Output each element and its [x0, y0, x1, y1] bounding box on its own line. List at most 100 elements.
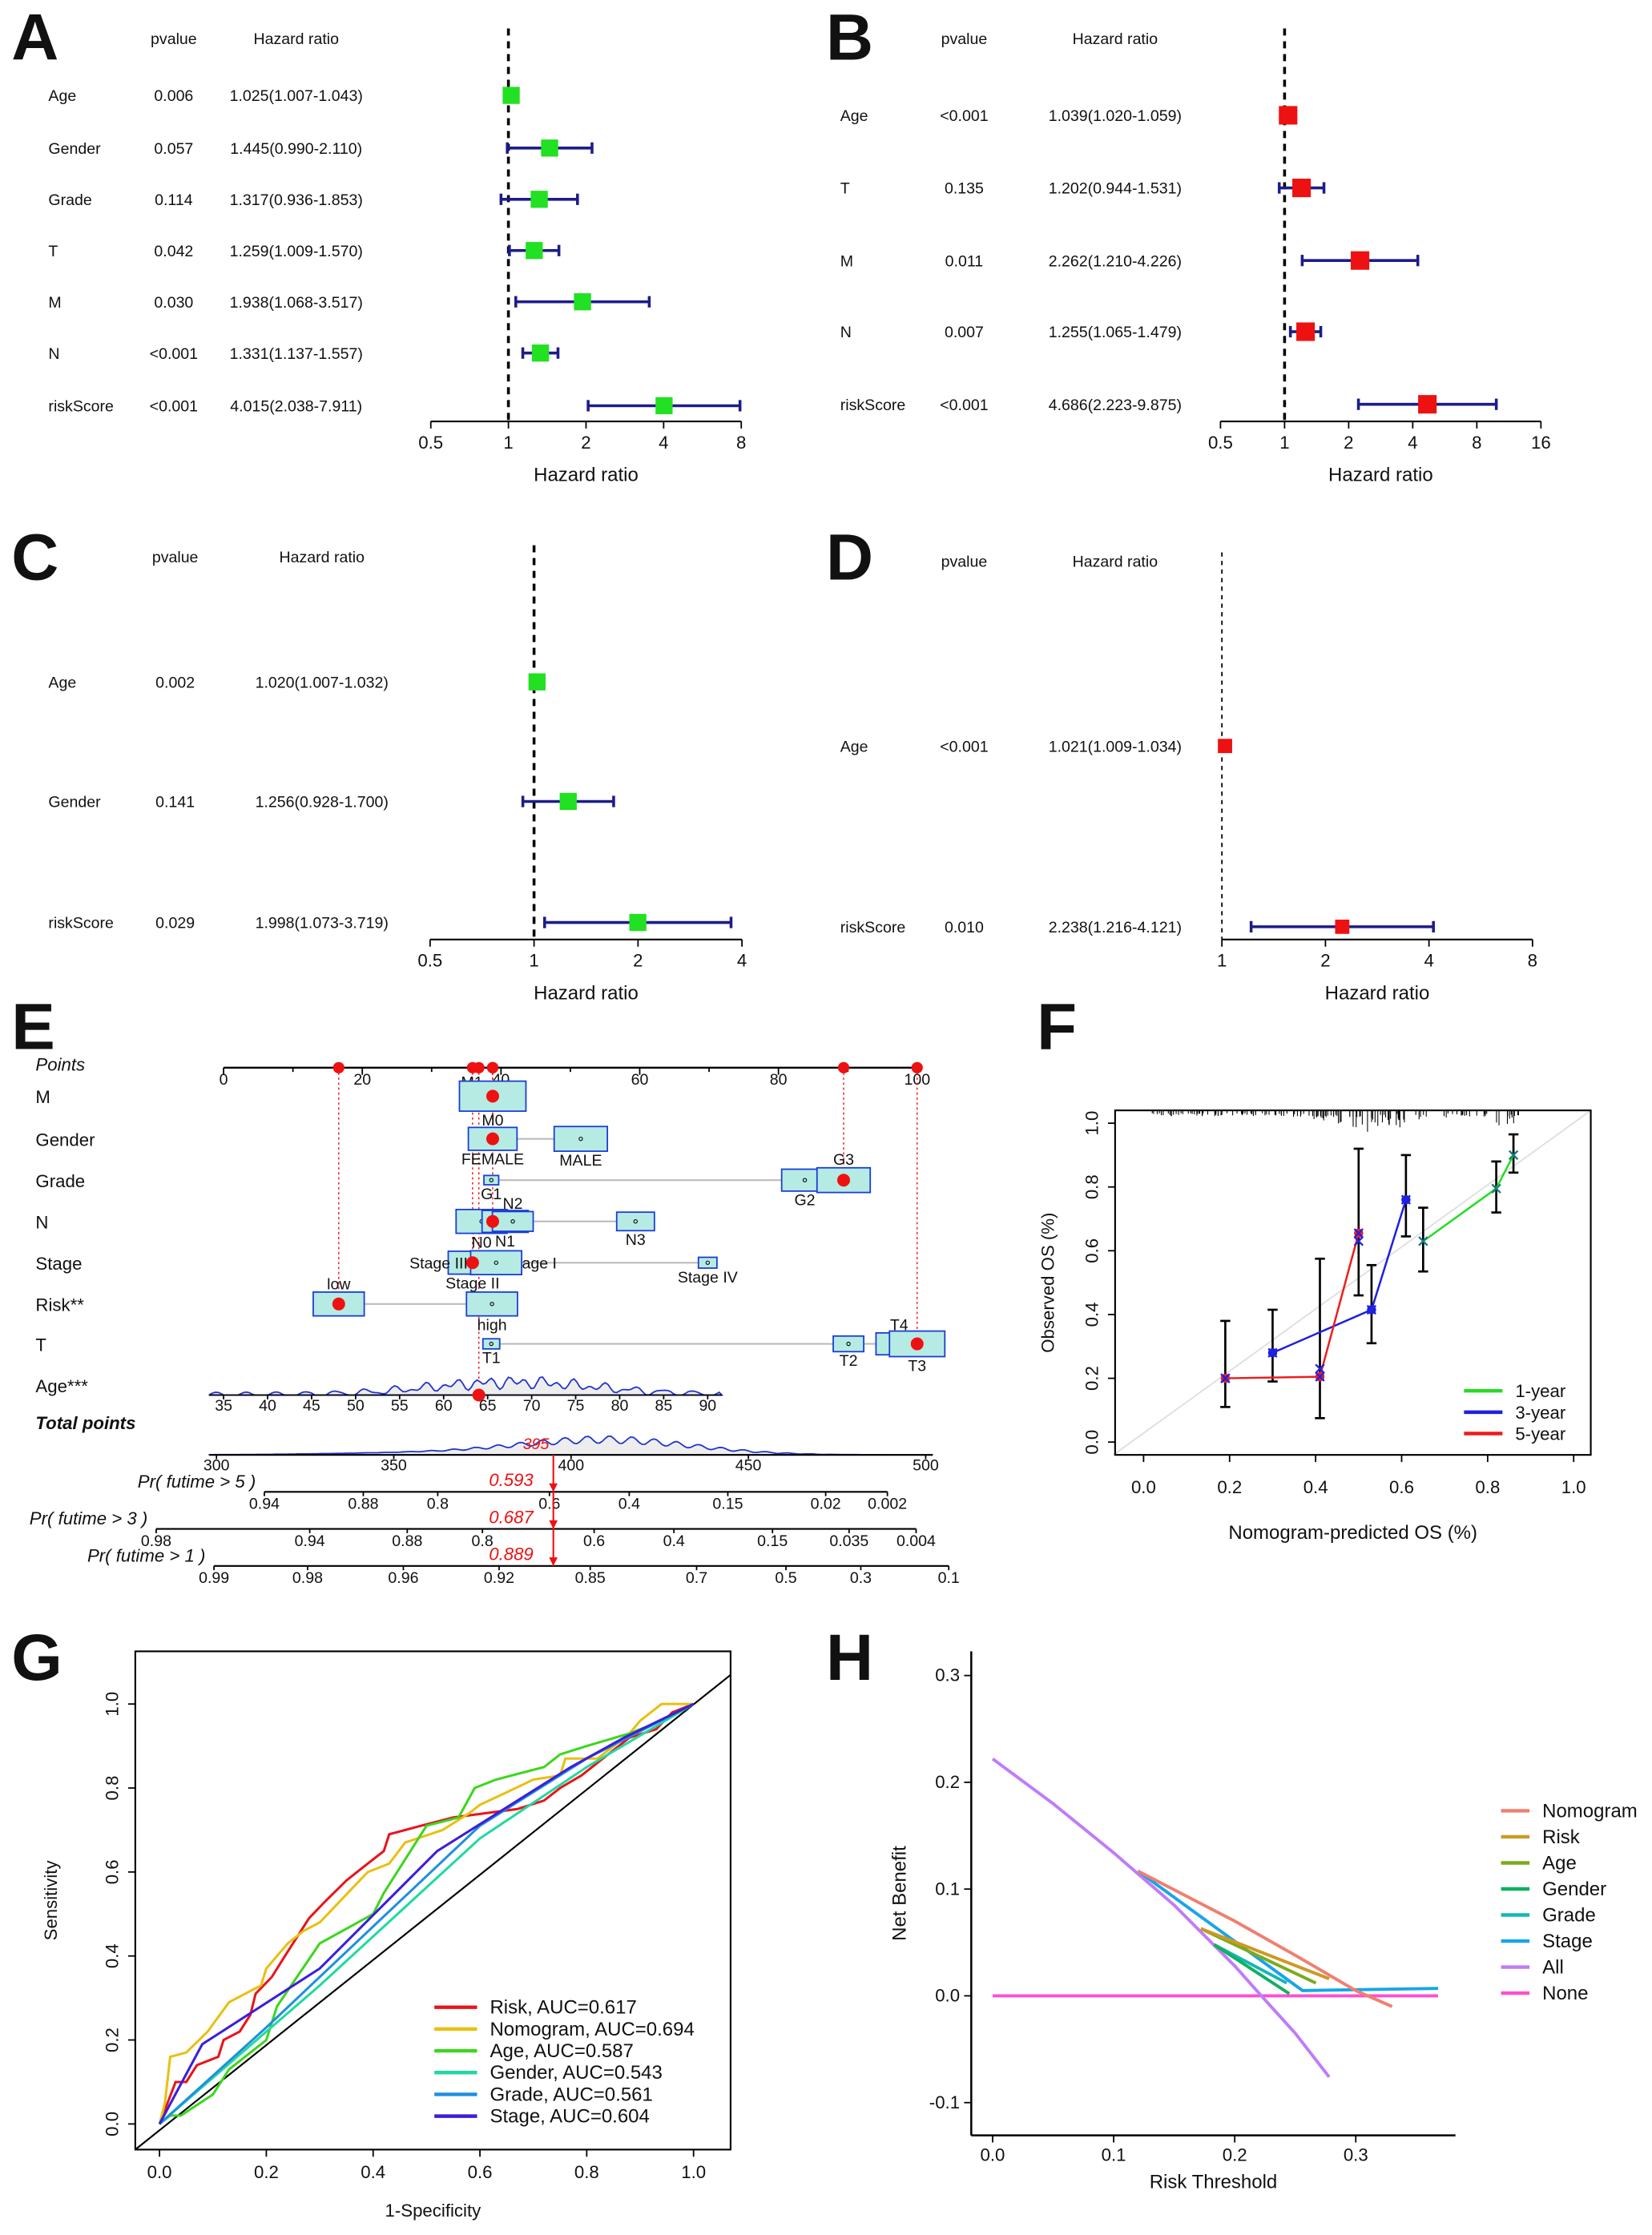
panel-label-d: D: [826, 521, 873, 594]
error-bar: [1418, 1206, 1428, 1273]
forest-plot-d: pvalue Hazard ratio Age <0.001 1.021(1.009-1…: [840, 552, 1537, 1005]
level-box: [816, 1166, 872, 1194]
y-tick-label: 0.0: [1082, 1430, 1102, 1455]
row-hazard-ratio: 1.256(0.928-1.700): [256, 794, 389, 811]
x-tick-label: 0.8: [574, 2162, 599, 2182]
x-tick-label: 2: [1320, 951, 1330, 971]
row-pvalue: <0.001: [940, 397, 988, 414]
probability-axis-label: Pr( futime > 5 ): [138, 1472, 256, 1492]
forest-row: T 0.042 1.259(1.009-1.570): [48, 242, 561, 260]
selected-value-dot: [332, 1297, 345, 1311]
y-tick-label: 0.2: [1082, 1366, 1102, 1391]
error-bar: [1366, 1263, 1377, 1345]
panel-label-g: G: [11, 1621, 62, 1694]
level-center: [846, 1341, 851, 1347]
legend-label: Stage: [1542, 1931, 1593, 1952]
age-tick-label: 60: [435, 1397, 453, 1415]
points-axis-marker: [332, 1061, 345, 1073]
row-hazard-ratio: 4.015(2.038-7.911): [230, 398, 362, 416]
legend-label: Grade: [1542, 1905, 1596, 1927]
level-box: [481, 1338, 501, 1350]
x-tick-label: 2: [581, 433, 590, 453]
y-tick-label: 0.1: [935, 1879, 960, 1899]
x-tick-label: 0.0: [1131, 1477, 1156, 1497]
forest-row: N 0.007 1.255(1.065-1.479): [840, 322, 1323, 341]
legend-item: Gender, AUC=0.543: [434, 2062, 663, 2084]
legend-label: Stage, AUC=0.604: [490, 2106, 649, 2128]
row-label: M: [840, 252, 853, 270]
total-points-label: Total points: [35, 1413, 135, 1433]
x-tick-label: 0.3: [1344, 2145, 1368, 2165]
level-box: [491, 1210, 534, 1232]
x-axis-title: Hazard ratio: [534, 983, 639, 1005]
x-tick-label: 4: [737, 951, 747, 971]
row-label: riskScore: [48, 398, 113, 416]
probability-tick-label: 0.8: [472, 1532, 494, 1550]
total-points-row: Total points 300 350 400 450 500 395: [35, 1413, 938, 1475]
points-tick-label: 60: [631, 1071, 649, 1089]
legend-label: All: [1542, 1957, 1564, 1979]
variable-label: M: [35, 1087, 50, 1107]
legend-item: Nomogram, AUC=0.694: [434, 2019, 695, 2040]
level-center: [578, 1136, 583, 1142]
error-bar: [1353, 1147, 1364, 1297]
legend-item: 1-year: [1464, 1381, 1566, 1401]
probability-tick-label: 0.88: [348, 1496, 378, 1513]
level-label: N3: [626, 1231, 646, 1249]
probability-axis: Pr( futime > 1 ) 0.99 0.98 0.96 0.92 0.85 0.7 0…: [87, 1544, 960, 1587]
forest-plot-a: pvalue Hazard ratio Age 0.006 1.025(1.007-1.…: [48, 28, 746, 486]
x-tick-label: 16: [1531, 433, 1551, 453]
y-tick-label: 0.4: [103, 1943, 123, 1968]
y-tick-label: 0.8: [103, 1776, 123, 1801]
row-hazard-ratio: 1.259(1.009-1.570): [230, 243, 363, 260]
y-tick-label: 0.2: [935, 1772, 960, 1792]
age-row: Age*** 35 40 45 50 55 60 65 70 75 80 85 90: [35, 1375, 724, 1415]
y-tick-label: 0.6: [103, 1859, 123, 1884]
legend-item: Grade, AUC=0.561: [434, 2084, 653, 2105]
level-label: Stage III: [409, 1254, 468, 1272]
calibration-x-marker: [1353, 1236, 1364, 1246]
level-box: [458, 1080, 527, 1112]
legend-label: None: [1542, 1983, 1588, 2004]
legend-item: 5-year: [1464, 1424, 1566, 1444]
row-label: riskScore: [48, 915, 113, 932]
row-label: Gender: [48, 794, 101, 811]
nomogram-variable-row: N N0 N1 N2 N3: [35, 1195, 655, 1251]
points-tick-label: 20: [353, 1071, 371, 1089]
row-pvalue: 0.007: [945, 324, 984, 341]
legend-item: Grade: [1501, 1905, 1596, 1927]
x-tick-label: 8: [1528, 951, 1537, 971]
row-pvalue: 0.002: [155, 674, 195, 691]
hazard-ratio-box: [541, 139, 558, 157]
y-tick-label: 0.6: [1082, 1238, 1102, 1263]
net-benefit-curve: [1137, 1870, 1439, 1992]
x-tick-label: 0.6: [468, 2162, 493, 2182]
legend-item: Risk: [1501, 1826, 1581, 1848]
calibration-x-marker: [1315, 1371, 1325, 1382]
probability-value: 0.889: [489, 1544, 534, 1564]
age-tick-label: 45: [303, 1397, 320, 1415]
forest-row: M 0.030 1.938(1.068-3.517): [48, 293, 651, 312]
selected-value-dot: [910, 1337, 924, 1351]
calibration-x-marker: [1315, 1363, 1325, 1374]
panel-label-b: B: [826, 2, 873, 74]
level-center: [802, 1178, 808, 1182]
row-label: Gender: [48, 140, 101, 158]
x-tick-label: 0.0: [147, 2162, 172, 2182]
calibration-x-marker: [1353, 1228, 1364, 1238]
total-points-tick-label: 400: [558, 1457, 584, 1475]
forest-row: Age <0.001 1.021(1.009-1.034): [840, 738, 1232, 755]
hazard-ratio-box: [1296, 322, 1316, 341]
row-label: Grade: [48, 191, 91, 209]
selected-value-dot: [486, 1214, 499, 1228]
x-tick-label: 2: [633, 951, 643, 971]
probability-value: 0.593: [489, 1470, 534, 1490]
x-tick-label: 4: [659, 433, 668, 453]
level-box: [697, 1256, 718, 1269]
row-label: Age: [840, 738, 868, 755]
probability-axis: Pr( futime > 5 ) 0.94 0.88 0.8 0.6 0.4 0.15 0.0…: [138, 1470, 907, 1512]
row-pvalue: 0.135: [945, 180, 984, 198]
forest-plot-c: pvalue Hazard ratio Age 0.002 1.020(1.007-1.…: [48, 545, 747, 1005]
probability-tick-label: 0.6: [583, 1532, 605, 1550]
